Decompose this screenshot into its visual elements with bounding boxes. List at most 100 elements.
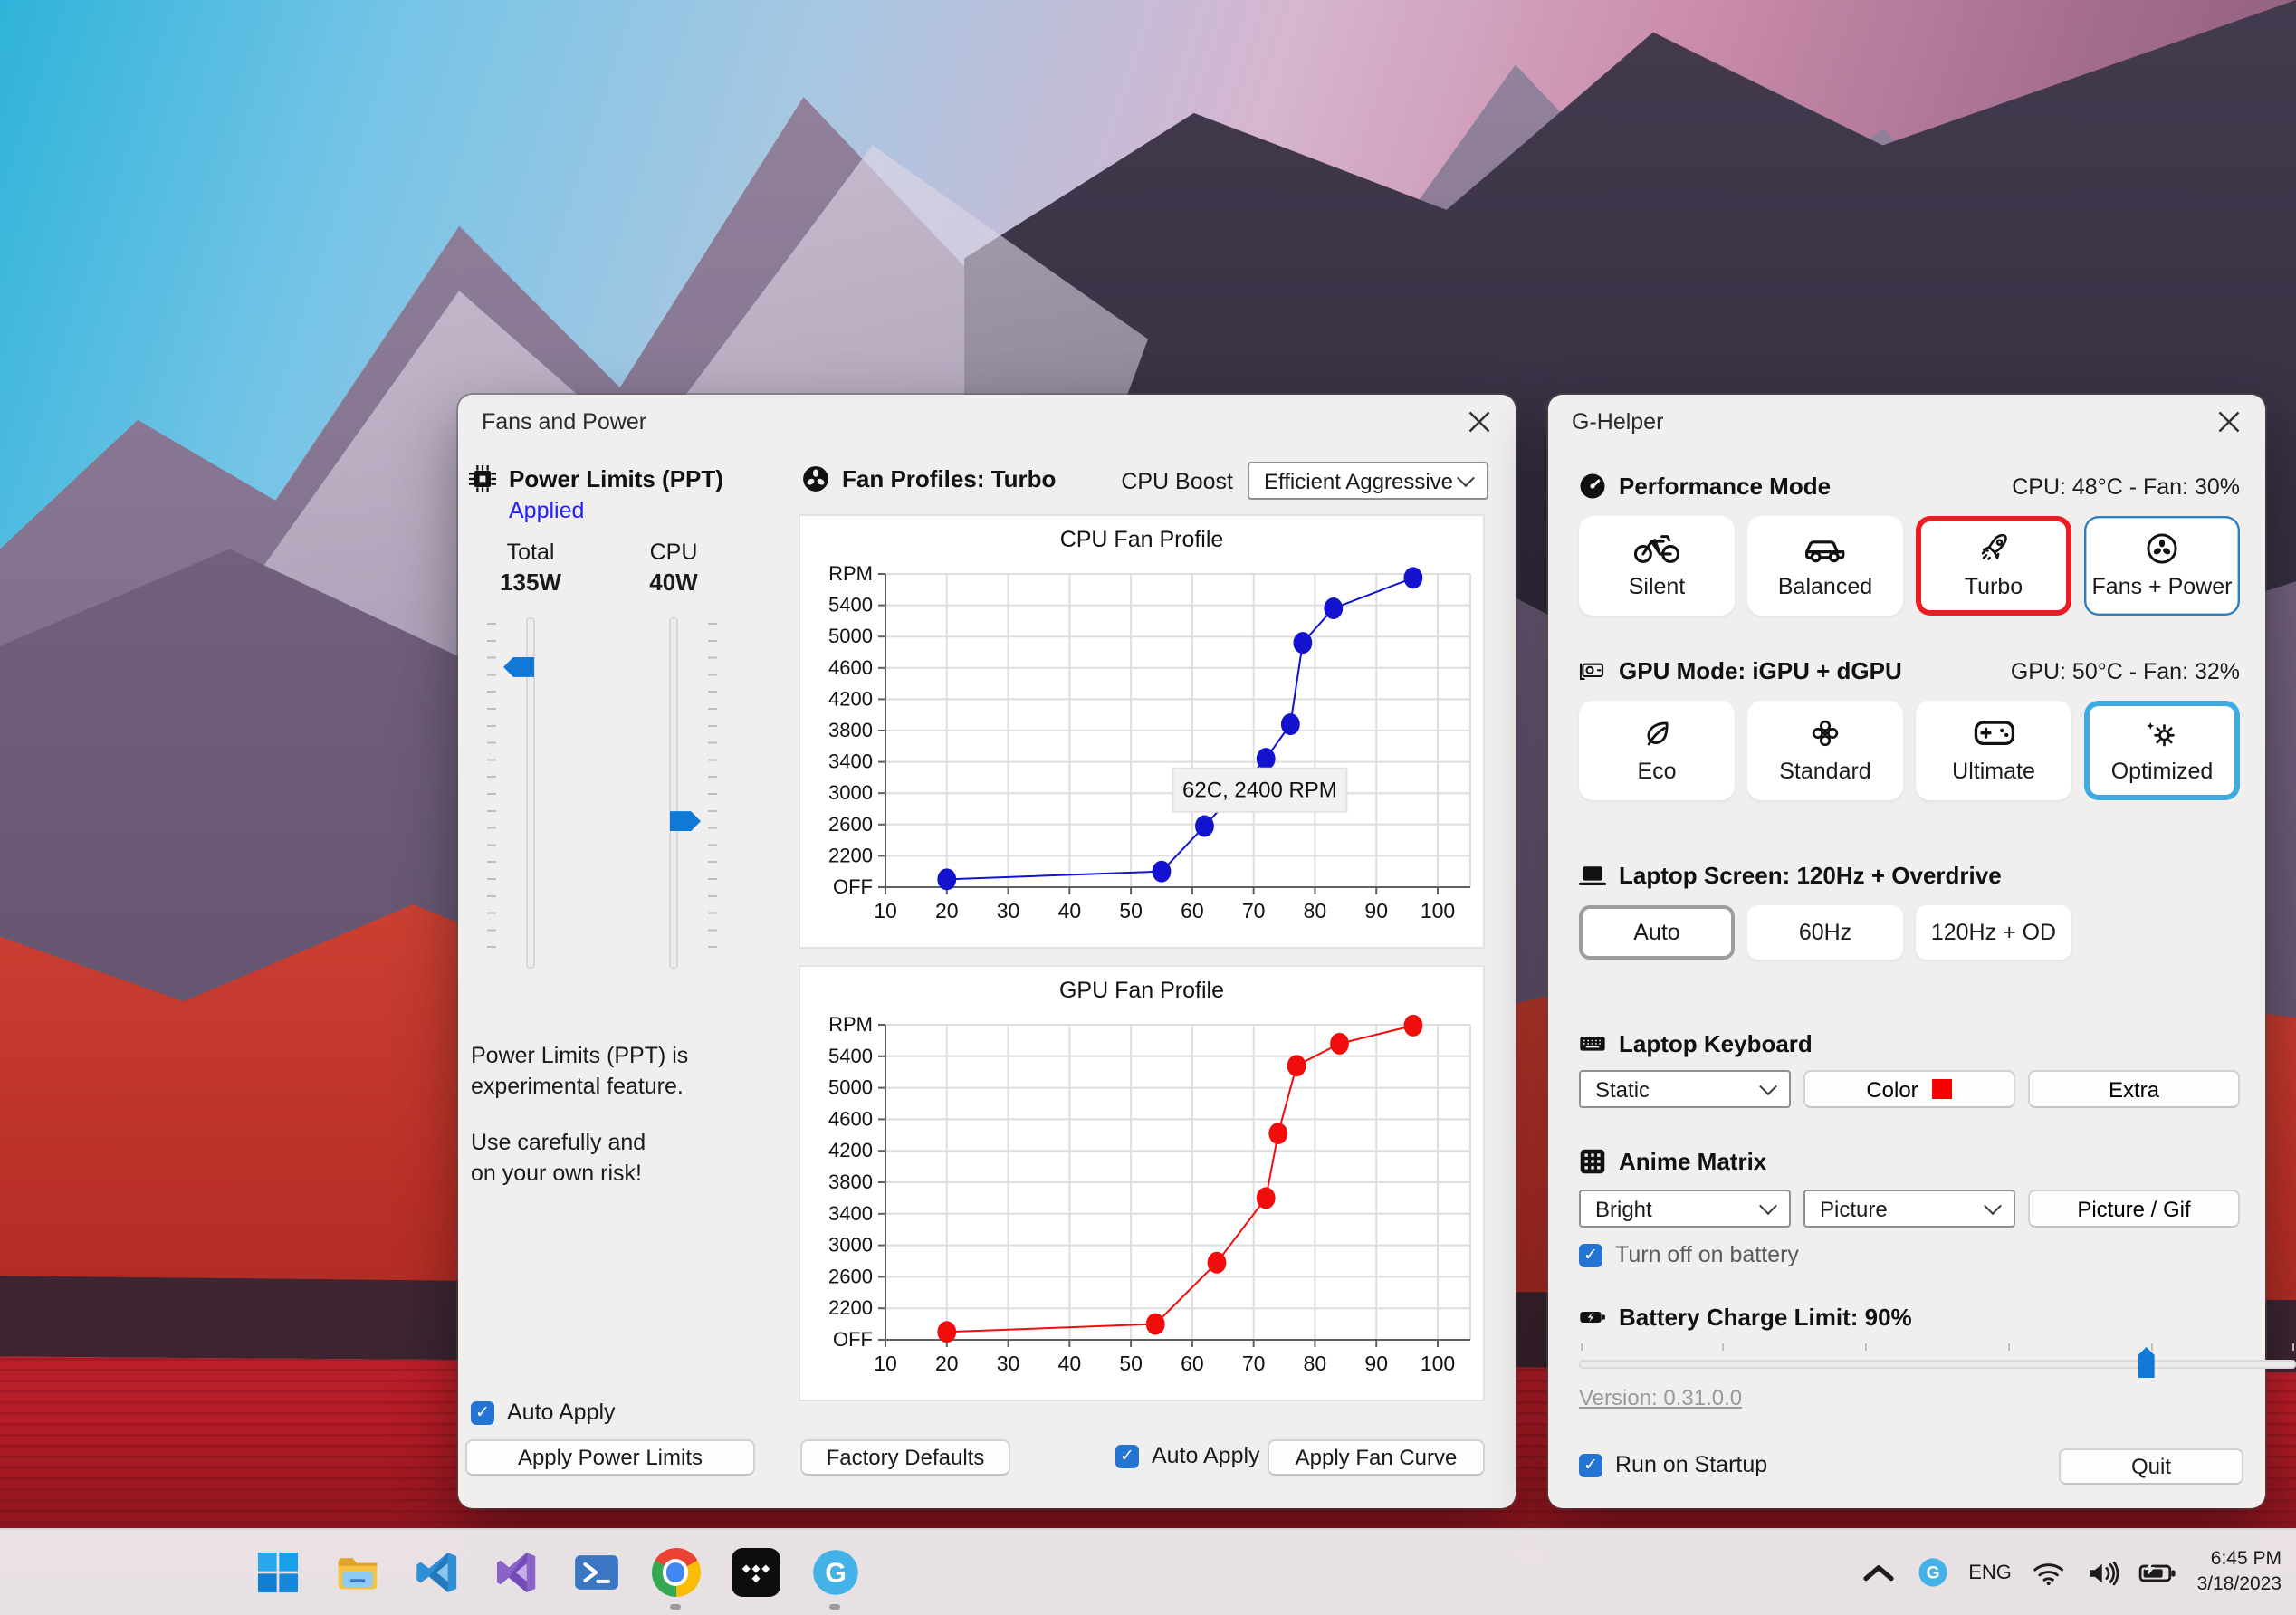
- cpu-fan-curve-point[interactable]: [1403, 567, 1423, 589]
- wifi-icon[interactable]: [2032, 1560, 2065, 1585]
- chevron-down-icon: [1984, 1197, 2002, 1216]
- anime-content-dropdown[interactable]: Picture: [1803, 1190, 2015, 1228]
- screen-option-auto[interactable]: Auto: [1579, 905, 1735, 960]
- keyboard-color-button[interactable]: Color: [1803, 1070, 2015, 1108]
- slider-track[interactable]: [526, 617, 535, 969]
- cpu-fan-curve-point[interactable]: [1324, 597, 1344, 620]
- power-limits-applied-status: Applied: [509, 498, 585, 523]
- cpu-fan-curve-point[interactable]: [1293, 632, 1313, 655]
- checkbox-checked-icon[interactable]: ✓: [1115, 1444, 1139, 1467]
- taskbar-chrome-button[interactable]: [636, 1530, 715, 1615]
- power-auto-apply-checkbox[interactable]: ✓ Auto Apply: [471, 1400, 616, 1425]
- svg-text:5000: 5000: [828, 625, 873, 647]
- svg-text:60: 60: [1181, 899, 1204, 922]
- ghelper-close-icon[interactable]: [2216, 409, 2242, 435]
- cpu-power-slider[interactable]: [641, 617, 717, 969]
- tray-date: 3/18/2023: [2196, 1572, 2282, 1594]
- slider-tick: [1581, 1343, 1583, 1351]
- fans-window-title: Fans and Power: [482, 409, 647, 435]
- clock[interactable]: 6:45 PM 3/18/2023: [2197, 1548, 2282, 1598]
- ghelper-title: G-Helper: [1572, 409, 1664, 435]
- taskbar-g-helper-button[interactable]: G: [795, 1530, 875, 1615]
- run-on-startup-checkbox[interactable]: ✓ Run on Startup: [1579, 1452, 2240, 1477]
- quit-button[interactable]: Quit: [2059, 1448, 2243, 1485]
- battery-slider-thumb[interactable]: [2138, 1347, 2155, 1378]
- battery-icon[interactable]: [2139, 1560, 2177, 1585]
- chrome-icon: [651, 1548, 700, 1597]
- taskbar-start-button[interactable]: [237, 1530, 317, 1615]
- anime-brightness-dropdown[interactable]: Bright: [1579, 1190, 1791, 1228]
- taskbar: G G ENG 6:45 PM 3/18/2023: [0, 1528, 2296, 1615]
- gpu-fan-curve-point[interactable]: [1268, 1123, 1288, 1145]
- svg-text:40: 40: [1058, 1352, 1082, 1375]
- cpu-slider-thumb[interactable]: [670, 811, 701, 832]
- gpu-mode-ultimate[interactable]: Ultimate: [1916, 701, 2071, 800]
- keyboard-mode-dropdown[interactable]: Static: [1579, 1070, 1791, 1108]
- picture-gif-button[interactable]: Picture / Gif: [2028, 1190, 2240, 1228]
- checkbox-checked-icon[interactable]: ✓: [1579, 1453, 1602, 1476]
- svg-text:10: 10: [874, 1352, 897, 1375]
- tray-ghelper-icon[interactable]: G: [1918, 1557, 1948, 1588]
- gpu-fan-curve-point[interactable]: [1207, 1251, 1227, 1274]
- taskbar-powershell-button[interactable]: [556, 1530, 636, 1615]
- slider-track[interactable]: [669, 617, 678, 969]
- taskbar-visual-studio-button[interactable]: [476, 1530, 556, 1615]
- cpu-boost-dropdown[interactable]: Efficient Aggressive: [1248, 462, 1488, 500]
- checkbox-checked-icon[interactable]: ✓: [1579, 1243, 1602, 1266]
- gpu-mode-standard[interactable]: Standard: [1747, 701, 1903, 800]
- cpu-fan-curve-point[interactable]: [937, 868, 957, 891]
- slider-track[interactable]: [1579, 1360, 2296, 1369]
- cpu-fan-curve-point[interactable]: [1152, 860, 1172, 883]
- label: Optimized: [2110, 759, 2214, 784]
- factory-defaults-button[interactable]: Factory Defaults: [800, 1439, 1010, 1476]
- label: Fans + Power: [2091, 574, 2233, 599]
- battery-charge-slider[interactable]: [1579, 1343, 2296, 1380]
- taskbar-file-explorer-button[interactable]: [317, 1530, 397, 1615]
- apply-power-limits-button[interactable]: Apply Power Limits: [465, 1439, 755, 1476]
- screen-option-60hz[interactable]: 60Hz: [1747, 905, 1903, 960]
- tray-chevron-up-icon[interactable]: [1860, 1560, 1898, 1585]
- gpu-fan-curve-point[interactable]: [1145, 1313, 1165, 1335]
- svg-text:2200: 2200: [828, 844, 873, 866]
- gpu-mode-optimized[interactable]: Optimized: [2084, 701, 2240, 800]
- gpu-mode-eco[interactable]: Eco: [1579, 701, 1735, 800]
- performance-mode-fans-power[interactable]: Fans + Power: [2084, 516, 2240, 616]
- cpu-fan-chart[interactable]: OFF 2200 2600 3000 3400 3800 4200 4600 5000 5400 R…: [799, 514, 1485, 949]
- screen-option-120hz-od[interactable]: 120Hz + OD: [1916, 905, 2071, 960]
- gpu-fan-chart[interactable]: OFF 2200 2600 3000 3400 3800 4200 4600 5000 5400 R…: [799, 965, 1485, 1401]
- performance-mode-turbo[interactable]: Turbo: [1916, 516, 2071, 616]
- fans-window-titlebar[interactable]: Fans and Power: [458, 395, 1516, 449]
- ghelper-titlebar[interactable]: G-Helper: [1548, 395, 2265, 449]
- gpu-mode-title: GPU Mode: iGPU + dGPU: [1619, 657, 1902, 684]
- apply-fan-curve-button[interactable]: Apply Fan Curve: [1268, 1439, 1485, 1476]
- language-indicator[interactable]: ENG: [1968, 1562, 2012, 1583]
- taskbar-tidal-button[interactable]: [715, 1530, 795, 1615]
- car-icon: [1802, 532, 1848, 565]
- gpu-fan-curve-point[interactable]: [1256, 1187, 1276, 1209]
- gpu-fan-curve-point[interactable]: [937, 1321, 957, 1343]
- checkbox-checked-icon[interactable]: ✓: [471, 1400, 494, 1424]
- performance-mode-balanced[interactable]: Balanced: [1747, 516, 1903, 616]
- anime-matrix-title: Anime Matrix: [1619, 1148, 1767, 1175]
- volume-icon[interactable]: [2085, 1560, 2119, 1585]
- turn-off-on-battery-checkbox[interactable]: ✓ Turn off on battery: [1579, 1242, 2240, 1267]
- total-power-slider[interactable]: [487, 617, 563, 969]
- total-slider-thumb[interactable]: [503, 656, 534, 677]
- auto-apply-label: Auto Apply: [507, 1400, 616, 1425]
- cpu-fan-curve-point[interactable]: [1256, 748, 1276, 770]
- performance-mode-silent[interactable]: Silent: [1579, 516, 1735, 616]
- fans-window-close-icon[interactable]: [1467, 409, 1492, 435]
- gpu-fan-curve-point[interactable]: [1330, 1032, 1349, 1055]
- gpu-fan-curve-point[interactable]: [1287, 1055, 1306, 1077]
- taskbar-vscode-button[interactable]: [397, 1530, 476, 1615]
- cpu-fan-curve-point[interactable]: [1195, 815, 1214, 837]
- cpu-fan-curve-point[interactable]: [1280, 713, 1300, 736]
- gpu-fan-curve-point[interactable]: [1403, 1014, 1423, 1037]
- turn-off-on-battery-label: Turn off on battery: [1615, 1242, 1799, 1267]
- slider-ticks: [708, 623, 717, 963]
- svg-text:80: 80: [1304, 899, 1327, 922]
- tray-time: 6:45 PM: [2210, 1547, 2282, 1570]
- fan-auto-apply-checkbox[interactable]: ✓ Auto Apply: [1115, 1443, 1260, 1468]
- keyboard-extra-button[interactable]: Extra: [2028, 1070, 2240, 1108]
- version-link[interactable]: Version: 0.31.0.0: [1579, 1385, 1743, 1410]
